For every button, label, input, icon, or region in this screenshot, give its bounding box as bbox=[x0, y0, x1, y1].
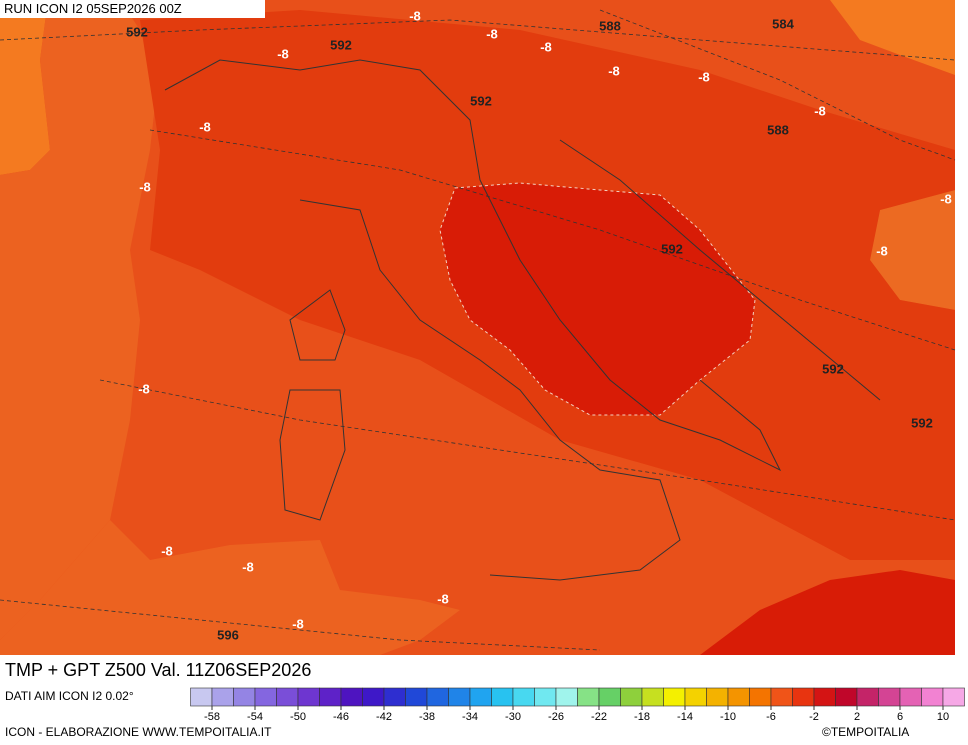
color-swatch bbox=[405, 687, 428, 707]
legend-tick-label: -22 bbox=[591, 711, 607, 723]
legend-tick-label: -26 bbox=[548, 711, 564, 723]
color-swatch bbox=[491, 687, 514, 707]
contour-label: -8 bbox=[409, 8, 421, 23]
color-swatch bbox=[276, 687, 299, 707]
legend-tick-label: -10 bbox=[720, 711, 736, 723]
warm-core bbox=[700, 570, 955, 655]
legend-tick-label: 10 bbox=[937, 711, 949, 723]
color-swatch bbox=[555, 687, 578, 707]
contour-label: -8 bbox=[437, 591, 449, 606]
legend-tick-label: -50 bbox=[290, 711, 306, 723]
color-swatch bbox=[319, 687, 342, 707]
contour-label: 592 bbox=[126, 24, 148, 39]
title-box bbox=[0, 655, 413, 683]
contour-label: -8 bbox=[876, 243, 888, 258]
legend-tick-label: -38 bbox=[419, 711, 435, 723]
contour-label: -8 bbox=[161, 543, 173, 558]
legend-tick-label: -30 bbox=[505, 711, 521, 723]
color-swatch bbox=[663, 687, 686, 707]
color-swatch bbox=[921, 687, 944, 707]
color-swatch bbox=[770, 687, 793, 707]
contour-label: 592 bbox=[911, 415, 933, 430]
color-swatch bbox=[620, 687, 643, 707]
legend-tick-label: -2 bbox=[809, 711, 819, 723]
color-swatch bbox=[792, 687, 815, 707]
contour-label: -8 bbox=[540, 39, 552, 54]
copyright: ©TEMPOITALIA bbox=[822, 725, 909, 739]
field bbox=[870, 190, 955, 310]
legend-tick-label: -6 bbox=[766, 711, 776, 723]
contour-label: 592 bbox=[470, 93, 492, 108]
color-legend: -58 -54 -50 -46 -42 -38 -34 -30 -26 -22 -18 -14 -10-… bbox=[190, 687, 965, 723]
contour-label: 588 bbox=[599, 18, 621, 33]
field bbox=[0, 520, 460, 655]
color-swatch bbox=[684, 687, 707, 707]
contour-label: -8 bbox=[292, 616, 304, 631]
contour-label: -8 bbox=[608, 63, 620, 78]
color-swatch bbox=[233, 687, 256, 707]
contours bbox=[0, 9, 956, 651]
color-swatch bbox=[534, 687, 557, 707]
contour-label: -8 bbox=[486, 26, 498, 41]
color-swatch bbox=[448, 687, 471, 707]
color-swatch bbox=[512, 687, 535, 707]
color-swatch bbox=[706, 687, 729, 707]
color-swatch bbox=[426, 687, 449, 707]
legend-tick-label: -18 bbox=[634, 711, 650, 723]
color-swatch bbox=[577, 687, 600, 707]
color-swatch bbox=[254, 687, 277, 707]
contour-label: 592 bbox=[661, 241, 683, 256]
color-swatch bbox=[942, 687, 965, 707]
source: DATI AIM ICON I2 0.02° bbox=[5, 689, 134, 703]
legend-tick-label: -58 bbox=[204, 711, 220, 723]
color-swatch bbox=[878, 687, 901, 707]
legend-tick-label: -54 bbox=[247, 711, 263, 723]
color-swatch bbox=[211, 687, 234, 707]
contour-labels: 592 -8 588 584 592 -8 -8 -8 -8 -8 592 -8… bbox=[126, 8, 952, 642]
legend-tick-label: 2 bbox=[854, 711, 860, 723]
color-swatch bbox=[340, 687, 363, 707]
color-swatch bbox=[835, 687, 858, 707]
color-swatch bbox=[383, 687, 406, 707]
legend-tick-label: -14 bbox=[677, 711, 693, 723]
color-swatch bbox=[190, 687, 213, 707]
coastlines bbox=[164, 59, 881, 581]
color-swatch bbox=[727, 687, 750, 707]
legend-tick-label: -46 bbox=[333, 711, 349, 723]
color-swatch bbox=[362, 687, 385, 707]
contour-label: 592 bbox=[330, 37, 352, 52]
legend-tick-label: -42 bbox=[376, 711, 392, 723]
field bbox=[0, 0, 160, 640]
map-title: TMP + GPT Z500 Val. 11Z06SEP2026 bbox=[5, 660, 311, 680]
contour-label: 588 bbox=[767, 122, 789, 137]
color-swatch bbox=[813, 687, 836, 707]
contour-label: 592 bbox=[822, 361, 844, 376]
contour-label: -8 bbox=[139, 179, 151, 194]
contour-label: -8 bbox=[698, 69, 710, 84]
color-swatch bbox=[856, 687, 879, 707]
contour-label: -8 bbox=[138, 381, 150, 396]
warm-field bbox=[0, 0, 50, 175]
header-box bbox=[0, 0, 265, 18]
color-swatch bbox=[469, 687, 492, 707]
color-swatch bbox=[899, 687, 922, 707]
credit: ICON - ELABORAZIONE WWW.TEMPOITALIA.IT bbox=[5, 725, 272, 739]
contour-label: -8 bbox=[199, 119, 211, 134]
legend-tick-label: 6 bbox=[897, 711, 903, 723]
contour-label: -8 bbox=[277, 46, 289, 61]
color-swatch bbox=[598, 687, 621, 707]
legend-tick-label: -34 bbox=[462, 711, 478, 723]
contour-label: -8 bbox=[940, 191, 952, 206]
contour-label: 596 bbox=[217, 627, 239, 642]
run-label: RUN ICON I2 05SEP2026 00Z bbox=[4, 1, 182, 16]
contour-label: -8 bbox=[242, 559, 254, 574]
warm-field bbox=[830, 0, 955, 75]
color-swatch bbox=[749, 687, 772, 707]
contour-label: 584 bbox=[772, 16, 794, 31]
contour-label: -8 bbox=[814, 103, 826, 118]
color-swatch bbox=[641, 687, 664, 707]
color-swatch bbox=[297, 687, 320, 707]
warm-core bbox=[439, 182, 756, 416]
